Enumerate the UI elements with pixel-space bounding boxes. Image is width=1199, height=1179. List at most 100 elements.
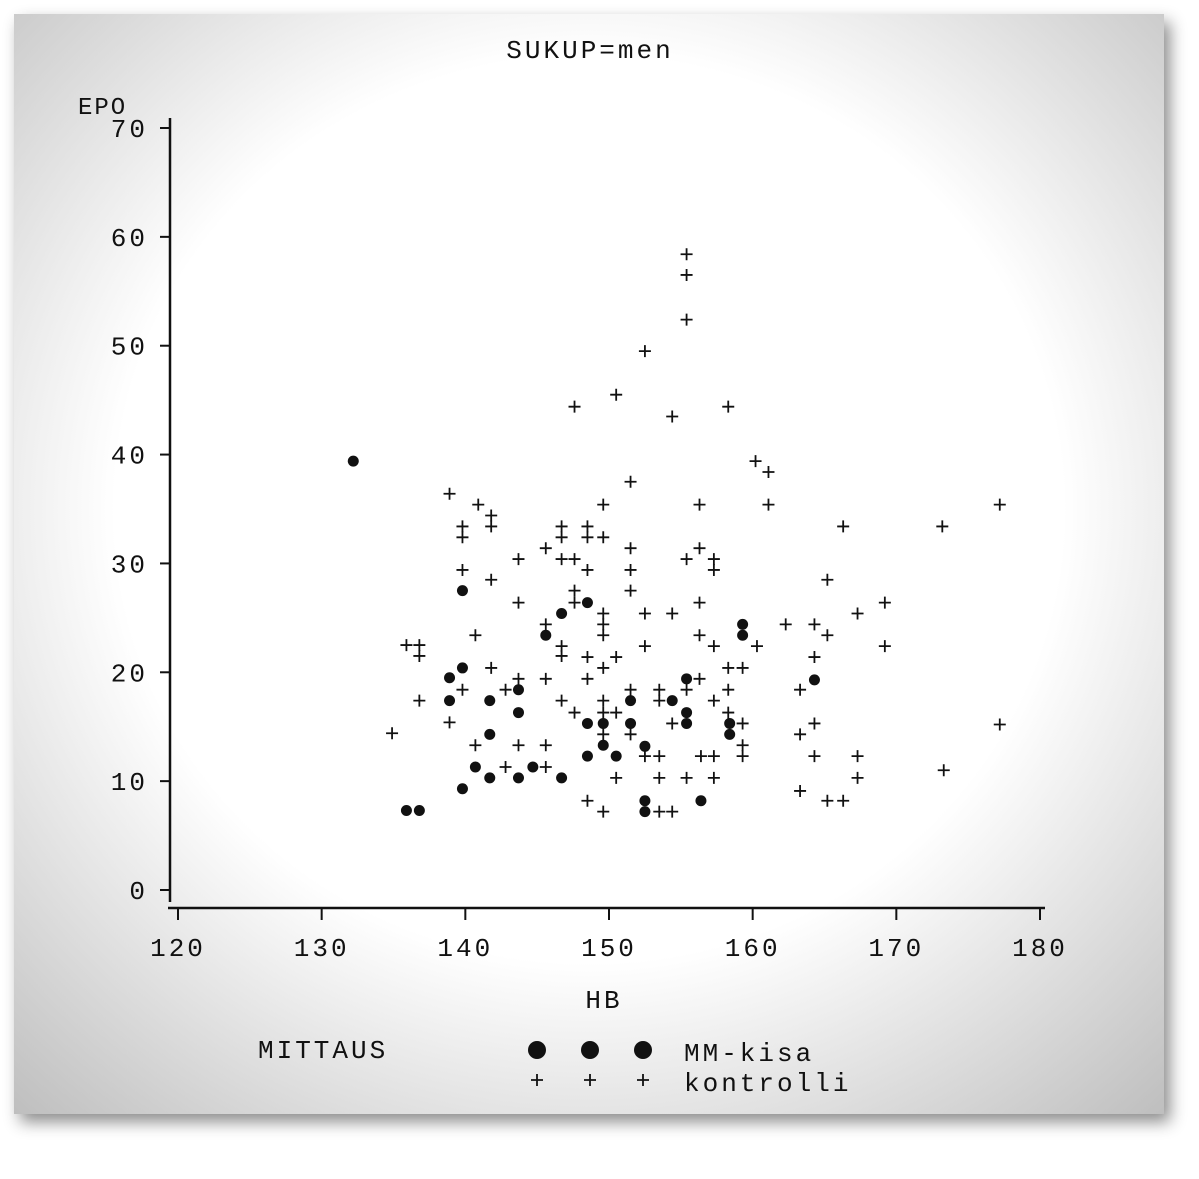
point <box>639 740 651 752</box>
point <box>597 498 610 511</box>
x-tick-label: 140 <box>437 934 493 964</box>
point <box>540 629 552 641</box>
point <box>443 716 456 729</box>
legend-title: MITTAUS <box>258 1036 388 1066</box>
point <box>610 750 622 762</box>
point <box>555 531 568 544</box>
point <box>400 639 413 652</box>
legend-marker <box>581 1041 599 1059</box>
point <box>722 400 735 413</box>
point <box>555 649 568 662</box>
point <box>597 694 610 707</box>
point <box>539 542 552 555</box>
point <box>568 553 581 566</box>
point <box>625 717 637 729</box>
point <box>555 694 568 707</box>
point <box>680 248 693 261</box>
point <box>736 661 749 674</box>
point <box>707 750 720 763</box>
point <box>597 706 610 719</box>
point <box>512 596 525 609</box>
point <box>653 694 666 707</box>
point <box>639 806 651 818</box>
point <box>444 672 456 684</box>
point <box>456 783 468 795</box>
point <box>581 794 594 807</box>
x-tick-label: 170 <box>868 934 924 964</box>
legend-marker <box>634 1041 652 1059</box>
point <box>808 717 821 730</box>
point <box>484 695 496 707</box>
point <box>936 520 949 533</box>
point <box>638 607 651 620</box>
legend-marker <box>584 1074 596 1086</box>
x-tick-label: 130 <box>294 934 350 964</box>
point <box>762 465 775 478</box>
point <box>638 640 651 653</box>
point <box>750 640 763 653</box>
point <box>539 618 552 631</box>
point <box>653 805 666 818</box>
point <box>624 728 637 741</box>
point <box>581 531 594 544</box>
point <box>680 683 693 696</box>
point <box>722 683 735 696</box>
point <box>597 607 610 620</box>
point <box>568 596 581 609</box>
point <box>993 498 1006 511</box>
point <box>653 683 666 696</box>
point <box>456 563 469 576</box>
point <box>722 661 735 674</box>
point <box>736 717 749 730</box>
point <box>779 618 792 631</box>
x-axis-label: HB <box>585 986 622 1016</box>
point <box>610 388 623 401</box>
point <box>653 750 666 763</box>
point <box>456 520 469 533</box>
point <box>624 475 637 488</box>
y-tick-label: 40 <box>111 442 148 472</box>
y-tick-label: 50 <box>111 333 148 363</box>
point <box>808 750 821 763</box>
point <box>693 629 706 642</box>
point <box>821 629 834 642</box>
point <box>851 771 864 784</box>
x-tick-label: 120 <box>150 934 206 964</box>
point <box>597 618 610 631</box>
point <box>456 585 468 597</box>
point <box>581 672 594 685</box>
point <box>581 563 594 576</box>
point <box>484 728 496 740</box>
point <box>762 498 775 511</box>
point <box>624 683 637 696</box>
point <box>707 553 720 566</box>
x-tick-label: 150 <box>581 934 637 964</box>
point <box>581 651 594 664</box>
point <box>680 771 693 784</box>
y-tick-label: 60 <box>111 224 148 254</box>
point <box>512 672 525 685</box>
point <box>794 683 807 696</box>
point <box>693 498 706 511</box>
point <box>610 771 623 784</box>
point <box>469 739 482 752</box>
point <box>469 629 482 642</box>
point <box>722 706 735 719</box>
point <box>413 805 425 817</box>
point <box>539 739 552 752</box>
point <box>597 661 610 674</box>
point <box>556 608 568 620</box>
x-tick-label: 160 <box>725 934 781 964</box>
point <box>624 542 637 555</box>
point <box>413 649 426 662</box>
point <box>581 750 593 762</box>
point <box>681 707 693 719</box>
point <box>597 728 610 741</box>
point <box>851 607 864 620</box>
legend-marker <box>637 1074 649 1086</box>
point <box>456 662 468 674</box>
point <box>693 672 706 685</box>
y-axis-label: EPO <box>78 95 127 122</box>
point <box>680 553 693 566</box>
point <box>794 784 807 797</box>
